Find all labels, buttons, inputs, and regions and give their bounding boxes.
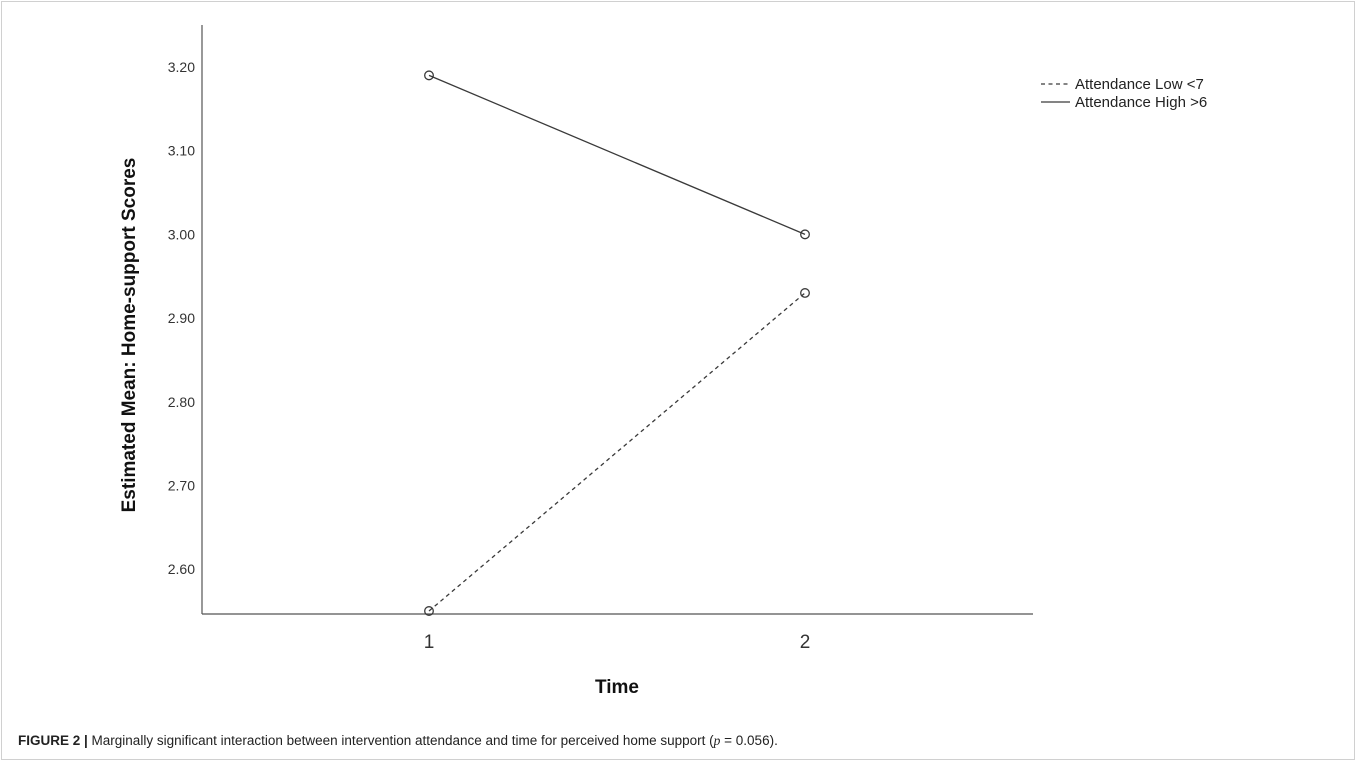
caption-text: Marginally significant interaction betwe… — [87, 733, 714, 748]
x-tick-label: 1 — [424, 632, 435, 653]
p-value-symbol: p — [713, 733, 721, 748]
figure-caption: FIGURE 2 | Marginally significant intera… — [18, 733, 778, 749]
data-point-marker — [800, 229, 810, 240]
data-point-marker — [424, 70, 434, 81]
y-tick-label: 3.10 — [168, 143, 195, 159]
y-axis-ticks: 2.60 2.70 2.80 2.90 3.00 3.10 3.20 — [168, 59, 195, 577]
data-point-marker — [800, 288, 810, 298]
y-axis-label: Estimated Mean: Home-support Scores — [119, 158, 140, 513]
x-axis-label: Time — [595, 677, 639, 698]
legend-label: Attendance High >6 — [1075, 94, 1207, 111]
x-tick-label: 2 — [800, 632, 811, 653]
y-tick-label: 3.00 — [168, 226, 195, 242]
plot-area — [424, 70, 810, 616]
y-tick-label: 3.20 — [168, 59, 195, 75]
chart-axes — [201, 25, 1033, 615]
figure-label: FIGURE 2 | — [18, 733, 88, 748]
legend-label: Attendance Low <7 — [1075, 76, 1204, 93]
series-line — [428, 74, 806, 235]
caption-text-end: = 0.056). — [720, 733, 778, 748]
y-tick-label: 2.70 — [168, 477, 195, 493]
y-tick-label: 2.90 — [168, 310, 195, 326]
series-line — [428, 292, 806, 612]
y-tick-label: 2.60 — [168, 561, 195, 577]
data-point-marker — [424, 606, 434, 616]
y-tick-label: 2.80 — [168, 394, 195, 410]
